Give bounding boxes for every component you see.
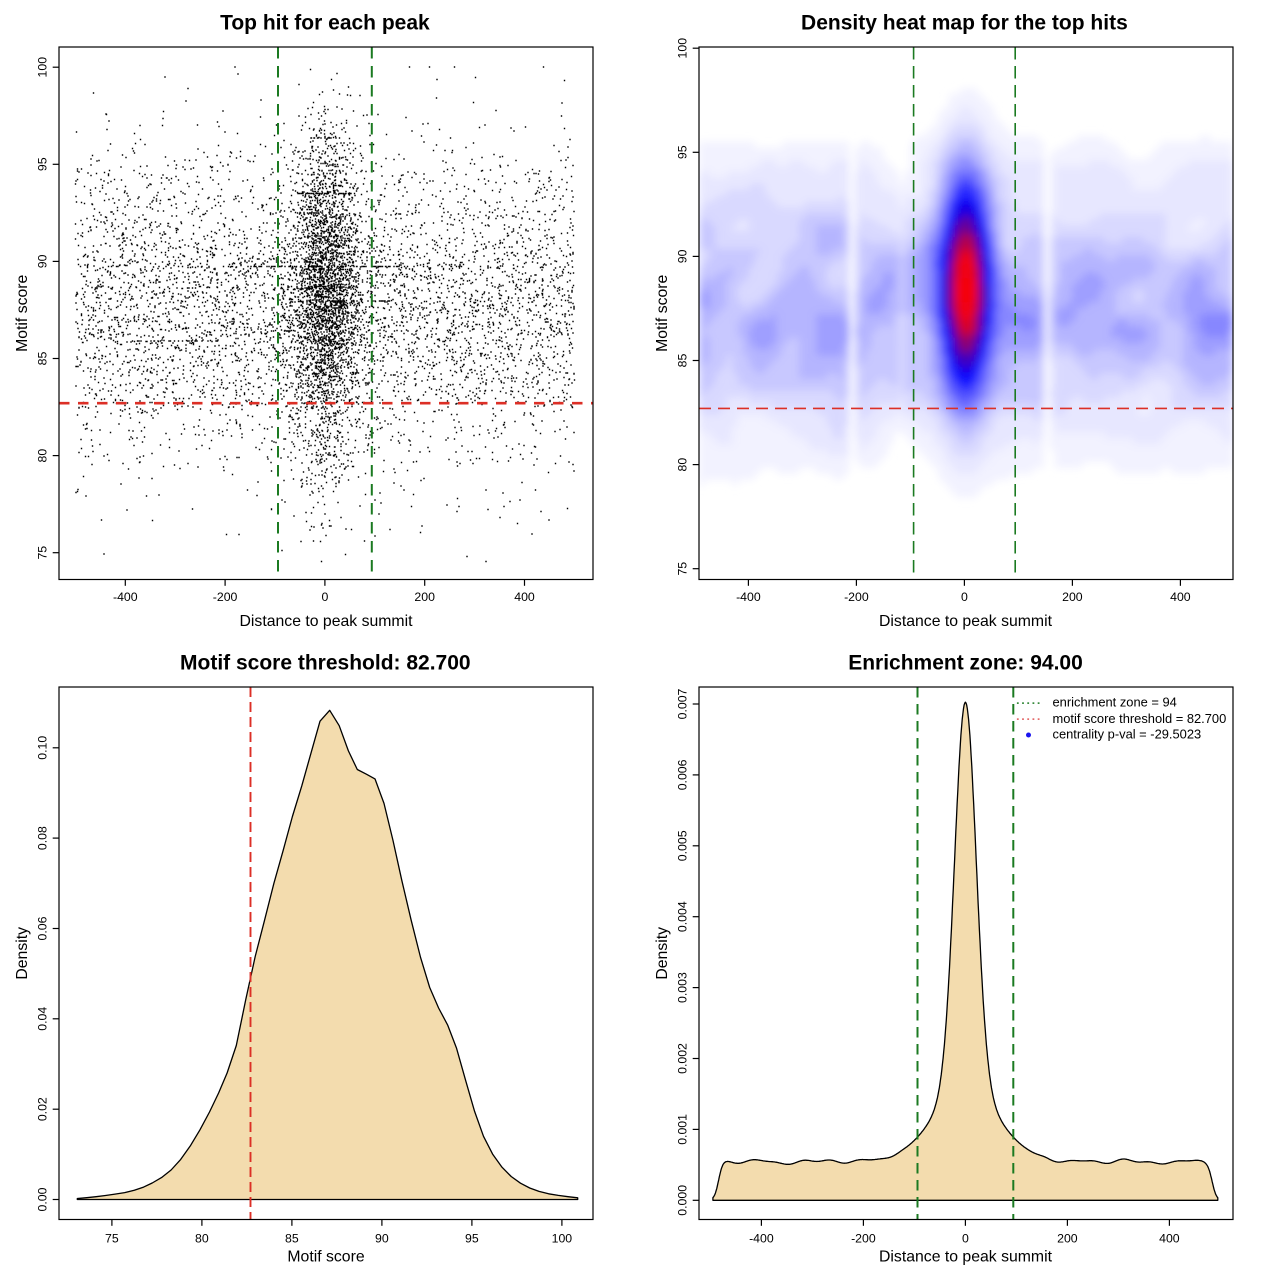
svg-text:95: 95 [35,157,49,171]
svg-text:0.004: 0.004 [675,901,689,932]
svg-text:0.06: 0.06 [35,916,49,940]
svg-text:0.08: 0.08 [35,826,49,850]
svg-text:Density: Density [654,927,671,980]
svg-text:100: 100 [675,38,689,59]
svg-text:90: 90 [675,249,689,263]
svg-text:400: 400 [1170,590,1191,604]
svg-text:0: 0 [961,590,968,604]
svg-text:0.10: 0.10 [35,736,49,760]
svg-text:200: 200 [414,590,435,604]
svg-text:75: 75 [105,1231,119,1245]
svg-text:200: 200 [1062,590,1083,604]
svg-text:0.003: 0.003 [675,972,689,1003]
svg-text:85: 85 [285,1231,299,1245]
svg-text:Density: Density [14,927,31,980]
svg-text:Top hit for each peak: Top hit for each peak [220,11,430,34]
svg-text:0.005: 0.005 [675,830,689,861]
svg-text:75: 75 [675,562,689,576]
svg-text:-200: -200 [213,590,238,604]
svg-text:75: 75 [35,546,49,560]
svg-text:90: 90 [375,1231,389,1245]
svg-text:85: 85 [675,354,689,368]
svg-text:Density heat map for the top h: Density heat map for the top hits [801,11,1128,34]
svg-text:-200: -200 [851,1231,876,1245]
svg-text:Distance to peak summit: Distance to peak summit [879,613,1053,630]
svg-text:400: 400 [514,590,535,604]
svg-text:0.02: 0.02 [35,1097,49,1121]
svg-text:90: 90 [35,254,49,268]
svg-text:-200: -200 [844,590,869,604]
svg-text:0.000: 0.000 [675,1185,689,1216]
svg-text:0.00: 0.00 [35,1187,49,1211]
svg-text:400: 400 [1159,1231,1180,1245]
svg-text:0.04: 0.04 [35,1007,49,1031]
svg-text:80: 80 [35,449,49,463]
svg-text:80: 80 [195,1231,209,1245]
svg-text:0.006: 0.006 [675,759,689,790]
svg-text:80: 80 [675,458,689,472]
svg-text:100: 100 [35,57,49,78]
svg-text:Motif score: Motif score [14,274,31,351]
svg-text:0: 0 [321,590,328,604]
svg-text:centrality p-val = -29.5023: centrality p-val = -29.5023 [1053,726,1202,741]
svg-text:0.002: 0.002 [675,1043,689,1074]
svg-text:0: 0 [962,1231,969,1245]
svg-text:-400: -400 [113,590,138,604]
svg-text:Enrichment zone: 94.00: Enrichment zone: 94.00 [848,652,1083,675]
svg-text:motif score threshold = 82.700: motif score threshold = 82.700 [1053,711,1227,726]
svg-text:200: 200 [1057,1231,1078,1245]
svg-text:0.001: 0.001 [675,1114,689,1145]
svg-text:95: 95 [675,145,689,159]
svg-text:-400: -400 [736,590,761,604]
svg-text:95: 95 [465,1231,479,1245]
svg-text:enrichment zone = 94: enrichment zone = 94 [1053,695,1177,710]
svg-text:Motif score threshold: 82.700: Motif score threshold: 82.700 [180,652,471,675]
svg-text:-400: -400 [749,1231,774,1245]
svg-text:Motif score: Motif score [287,1249,364,1266]
svg-text:Distance to peak summit: Distance to peak summit [879,1249,1053,1266]
svg-text:Distance to peak summit: Distance to peak summit [240,613,414,630]
svg-text:100: 100 [552,1231,573,1245]
svg-text:0.007: 0.007 [675,688,689,719]
svg-text:Motif score: Motif score [654,274,671,351]
svg-text:85: 85 [35,352,49,366]
